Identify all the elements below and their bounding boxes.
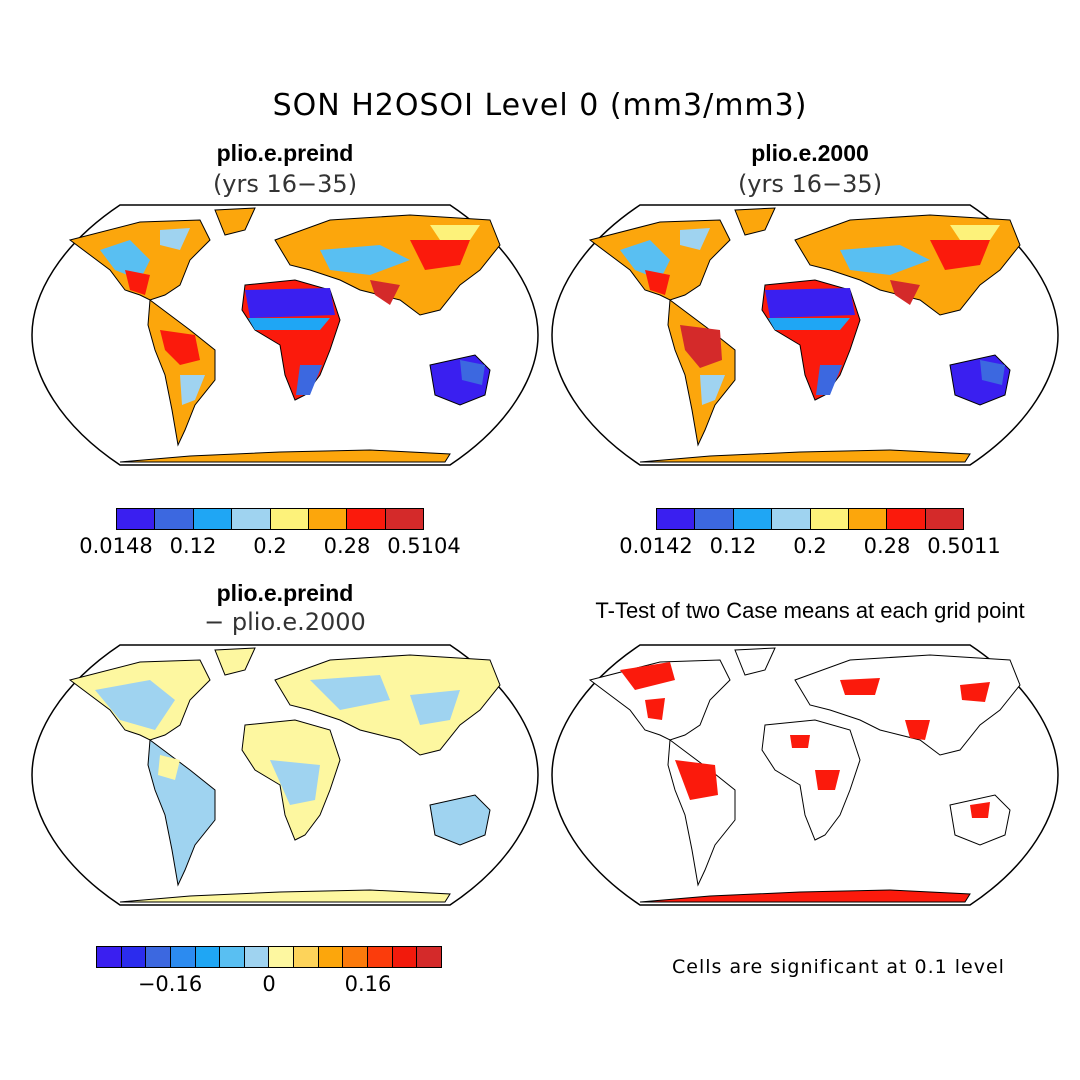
panel-3-subtitle: − plio.e.2000 — [204, 608, 366, 636]
cb-swatch — [347, 509, 386, 529]
significance-note: Cells are significant at 0.1 level — [672, 956, 1005, 978]
panel-1-title: plio.e.preind — [216, 140, 354, 166]
panel-4-title: T-Test of two Case means at each grid po… — [595, 598, 1025, 623]
cb-swatch — [318, 947, 344, 967]
continent-antarctica — [639, 889, 971, 903]
cb-swatch — [220, 947, 245, 967]
colorbar-preind: 0.0148 0.12 0.2 0.28 0.5104 — [79, 508, 461, 568]
colorbar-swatches-2000 — [656, 508, 964, 530]
cb-swatch — [170, 947, 196, 967]
cb-swatch — [146, 947, 171, 967]
cb-swatch — [417, 947, 441, 967]
panel-1-subtitle: (yrs 16−35) — [212, 170, 358, 198]
colorbar-label: 0.0148 — [79, 534, 153, 558]
colorbar-label: 0.5011 — [927, 534, 1001, 558]
continent-antarctica — [639, 449, 971, 463]
cb-swatch — [269, 947, 295, 967]
cb-swatch — [887, 509, 926, 529]
colorbar-label: 0.28 — [863, 534, 911, 558]
continent-greenland — [734, 207, 776, 236]
colorbar-label: 0.2 — [793, 534, 827, 558]
cb-swatch — [121, 947, 147, 967]
continent-australia — [429, 794, 491, 846]
cb-swatch — [193, 509, 233, 529]
continent-australia — [949, 794, 1011, 846]
colorbar-label: 0.16 — [344, 972, 392, 996]
colorbar-label: 0.28 — [323, 534, 371, 558]
colorbar-swatches-difference — [96, 946, 442, 968]
continent-greenland — [214, 207, 256, 236]
cb-swatch — [733, 509, 773, 529]
colorbar-label: 0.12 — [709, 534, 757, 558]
cb-swatch — [343, 947, 369, 967]
continent-greenland — [214, 647, 256, 676]
figure-title: SON H2OSOI Level 0 (mm3/mm3) — [272, 88, 808, 123]
cb-swatch — [232, 509, 271, 529]
cb-swatch — [385, 509, 423, 529]
panel-2-subtitle: (yrs 16−35) — [737, 170, 883, 198]
cb-swatch — [308, 509, 348, 529]
cb-swatch — [392, 947, 418, 967]
cb-swatch — [810, 509, 849, 529]
cb-swatch — [270, 509, 309, 529]
cb-swatch — [117, 509, 156, 529]
cb-swatch — [657, 509, 696, 529]
colorbar-label: 0 — [262, 972, 276, 996]
map-panel-difference — [31, 644, 539, 906]
cb-swatch — [294, 947, 319, 967]
colorbar-label: 0.5104 — [387, 534, 461, 558]
continent-greenland — [734, 647, 776, 676]
colorbar-label: −0.16 — [137, 972, 203, 996]
map-panel-preind — [31, 204, 539, 466]
colorbar-swatches-preind — [116, 508, 424, 530]
cb-swatch — [848, 509, 888, 529]
colorbar-difference: −0.16 0 0.16 — [96, 946, 442, 1006]
continent-antarctica — [119, 889, 451, 903]
cb-swatch — [195, 947, 221, 967]
continent-africa — [761, 719, 861, 841]
cb-swatch — [925, 509, 963, 529]
map-panel-ttest — [551, 644, 1059, 906]
panel-3-title: plio.e.preind — [216, 580, 354, 606]
cb-swatch — [368, 947, 393, 967]
map-panel-2000 — [551, 204, 1059, 466]
colorbar-label: 0.12 — [169, 534, 217, 558]
colorbar-label: 0.0142 — [619, 534, 693, 558]
colorbar-label: 0.2 — [253, 534, 287, 558]
cb-swatch — [244, 947, 270, 967]
cb-swatch — [155, 509, 194, 529]
continent-antarctica — [119, 449, 451, 463]
colorbar-2000: 0.0142 0.12 0.2 0.28 0.5011 — [619, 508, 1001, 568]
cb-swatch — [695, 509, 734, 529]
panel-2-title: plio.e.2000 — [751, 140, 869, 166]
cb-swatch — [97, 947, 122, 967]
cb-swatch — [772, 509, 811, 529]
